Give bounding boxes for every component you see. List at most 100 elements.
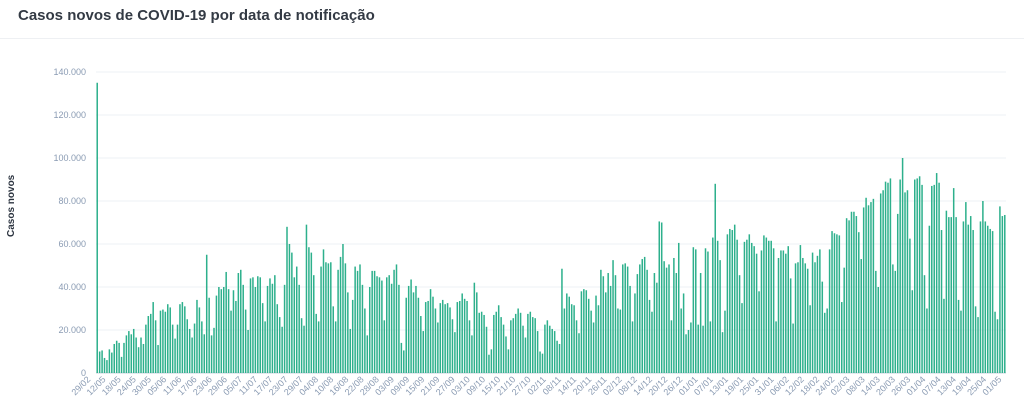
bar: [999, 206, 1001, 374]
bar: [473, 282, 476, 373]
bar: [841, 302, 843, 373]
bar: [466, 300, 468, 373]
bar: [787, 246, 789, 373]
bar: [677, 242, 680, 373]
bar: [162, 309, 164, 373]
bar: [617, 308, 619, 373]
y-tick-label: 20.000: [58, 325, 86, 335]
bar: [862, 207, 865, 373]
bar: [230, 310, 232, 373]
bar: [789, 278, 792, 373]
bar: [169, 307, 171, 373]
bar: [746, 239, 748, 373]
bar: [612, 260, 614, 374]
bar: [709, 321, 712, 373]
bar: [137, 347, 140, 373]
bar: [943, 298, 945, 373]
bar: [320, 266, 322, 373]
bar: [549, 325, 551, 373]
bar: [485, 326, 488, 373]
bar: [914, 179, 916, 373]
bar: [658, 221, 661, 373]
bar: [578, 333, 580, 373]
bar: [276, 304, 279, 373]
bar: [833, 233, 836, 373]
bar: [407, 285, 410, 373]
bar: [809, 305, 811, 373]
bar: [196, 299, 198, 373]
bar: [313, 275, 315, 373]
bar: [695, 249, 697, 374]
bar: [337, 269, 339, 373]
bar: [103, 357, 106, 373]
bar: [875, 270, 877, 374]
bar: [244, 309, 247, 373]
bar: [152, 302, 154, 373]
bar: [240, 269, 242, 373]
bar: [371, 270, 373, 374]
bar: [351, 299, 354, 373]
bar: [376, 276, 378, 373]
bar: [950, 217, 953, 373]
bar: [889, 178, 892, 373]
bar: [753, 246, 755, 373]
bar: [653, 273, 656, 373]
bar: [386, 277, 388, 373]
bar: [896, 213, 899, 373]
bar: [901, 158, 904, 373]
bar: [641, 259, 643, 373]
bar: [643, 256, 646, 373]
bar: [529, 311, 532, 373]
bar: [213, 327, 215, 373]
bar: [566, 293, 568, 373]
bar: [310, 252, 313, 373]
bar: [454, 332, 456, 373]
bar: [434, 308, 437, 373]
bar: [400, 342, 403, 373]
bar: [899, 179, 901, 373]
bar: [962, 221, 965, 373]
bar: [785, 253, 787, 373]
bar: [872, 198, 875, 373]
bar: [636, 274, 639, 373]
bar: [373, 270, 376, 374]
bar: [797, 262, 799, 373]
bar: [532, 317, 534, 373]
bar: [235, 300, 237, 373]
bar: [702, 325, 704, 373]
bar: [271, 283, 274, 373]
bar: [967, 224, 970, 373]
bar: [580, 291, 583, 373]
bar: [587, 298, 590, 373]
bar: [699, 273, 702, 373]
bar: [935, 173, 938, 373]
bar: [719, 260, 721, 374]
bar: [342, 244, 344, 373]
bar: [432, 296, 434, 373]
bar: [712, 237, 714, 373]
bar: [918, 176, 921, 373]
bar: [887, 182, 889, 373]
bar: [427, 300, 429, 373]
bar: [381, 280, 383, 373]
bar: [108, 349, 111, 373]
y-tick-label: 140.000: [53, 67, 86, 77]
bar: [536, 331, 539, 373]
bar: [911, 290, 914, 373]
bar: [831, 231, 833, 373]
bar: [281, 326, 283, 373]
bar: [1001, 216, 1004, 373]
bar: [403, 350, 405, 373]
bar: [799, 245, 802, 373]
bar: [716, 240, 719, 373]
bar: [707, 251, 709, 373]
bar: [726, 234, 729, 373]
bar: [327, 263, 330, 373]
bar: [721, 332, 724, 373]
bar: [558, 343, 561, 373]
bar: [758, 291, 760, 373]
bar: [994, 311, 996, 373]
bar: [592, 322, 595, 373]
bar: [298, 284, 300, 373]
